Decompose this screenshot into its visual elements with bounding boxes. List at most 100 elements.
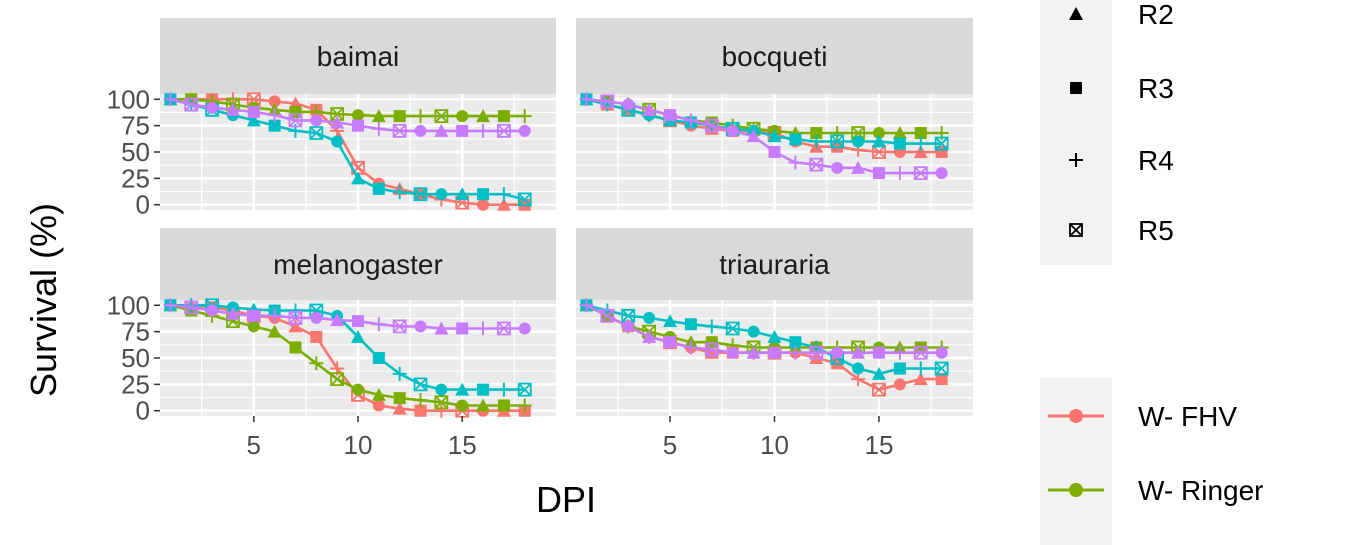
data-point [310, 311, 323, 324]
data-point [288, 113, 303, 128]
data-point [852, 362, 865, 375]
data-point [476, 123, 491, 138]
series-4 [163, 298, 531, 336]
data-point [434, 123, 449, 137]
data-point [497, 399, 510, 412]
legend-label: W- Ringer [1138, 475, 1264, 506]
data-point [310, 330, 323, 343]
legend-label: W- FHV [1138, 401, 1237, 432]
data-point [934, 136, 949, 151]
data-point [789, 336, 802, 349]
data-point [683, 340, 698, 355]
data-point [392, 319, 407, 334]
data-point [496, 382, 511, 397]
legend-key-plus [1069, 153, 1083, 167]
data-point [352, 383, 364, 396]
data-point [434, 109, 449, 124]
data-point [725, 321, 740, 336]
data-point [456, 399, 469, 412]
data-point [892, 345, 907, 360]
data-point [184, 300, 199, 315]
data-point [892, 126, 907, 140]
data-point [496, 321, 511, 336]
y-tick-label: 25 [121, 369, 150, 399]
shape-legend-item: R5 [1069, 215, 1174, 246]
data-point [746, 129, 761, 143]
data-point [414, 320, 427, 333]
legend-key-point [1069, 409, 1083, 423]
legend-key-triangle [1069, 7, 1083, 20]
data-point [643, 311, 656, 324]
y-axis-title: Survival (%) [23, 203, 64, 397]
data-point [267, 108, 282, 123]
x-tick-label: 10 [344, 430, 373, 460]
data-point [206, 101, 219, 114]
data-point [746, 345, 761, 359]
data-point [456, 124, 469, 137]
data-point [496, 187, 511, 202]
legend-key-point [1069, 483, 1083, 497]
data-point [871, 366, 886, 380]
legend-label: R4 [1138, 145, 1174, 176]
data-point [435, 383, 448, 396]
data-point [810, 127, 823, 140]
data-point [642, 329, 657, 343]
shape-legend-item: R2 [1069, 0, 1174, 30]
data-point [434, 403, 449, 418]
data-point [913, 345, 928, 360]
legend-key-square [1070, 82, 1082, 94]
data-point [289, 341, 302, 354]
series-4 [163, 92, 531, 138]
facet-strip [160, 18, 556, 94]
data-point [476, 398, 491, 412]
data-point [393, 110, 406, 123]
data-point [267, 324, 282, 338]
color-legend-item: W- FHV [1048, 401, 1237, 432]
facet-panel-bocqueti: bocqueti [576, 18, 973, 210]
data-point [768, 146, 781, 158]
legend-label: R5 [1138, 215, 1174, 246]
data-point [413, 109, 428, 124]
data-point [913, 136, 928, 151]
data-point [351, 171, 365, 185]
data-point [684, 318, 697, 331]
panels-group: baimai0255075100bocquetimelanogaster0255… [107, 18, 973, 460]
facet-strip [576, 228, 973, 300]
data-point [518, 124, 531, 137]
data-point [434, 321, 449, 335]
data-point [852, 135, 865, 148]
data-point [830, 134, 845, 149]
data-point [809, 351, 824, 364]
color-legend-item: W- Ringer [1048, 475, 1264, 506]
data-point [371, 387, 386, 401]
color-legend-box [1040, 378, 1112, 545]
data-point [206, 304, 219, 317]
data-point [600, 94, 615, 109]
data-point [393, 392, 406, 405]
data-point [268, 119, 281, 132]
x-tick-label: 15 [448, 430, 477, 460]
data-point [225, 102, 240, 116]
data-point [726, 346, 739, 359]
data-point [497, 110, 510, 123]
data-point [642, 102, 657, 116]
series-2 [163, 298, 532, 413]
data-point [788, 345, 803, 360]
data-point [809, 134, 824, 149]
data-point [496, 197, 511, 211]
facet-strip-label: baimai [317, 41, 399, 72]
data-point [372, 182, 385, 195]
data-point [704, 118, 719, 133]
data-point [372, 399, 385, 412]
data-point [352, 315, 364, 328]
legend-key-square-x [1069, 223, 1083, 237]
data-point [392, 124, 407, 138]
data-point [935, 346, 948, 359]
data-point [371, 317, 386, 332]
data-point [268, 95, 281, 108]
data-point [935, 167, 948, 180]
data-point [831, 161, 844, 174]
data-point [477, 383, 490, 396]
data-point [455, 187, 470, 201]
data-point [934, 361, 949, 376]
